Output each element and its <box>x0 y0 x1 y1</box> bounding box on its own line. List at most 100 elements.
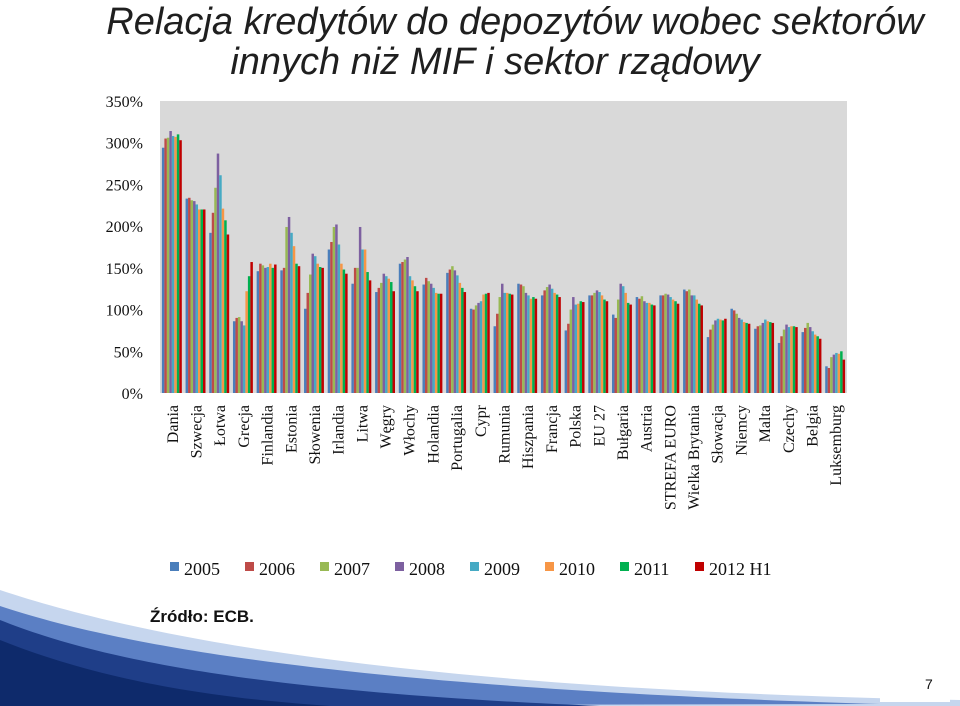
bar <box>250 262 253 393</box>
bar <box>224 220 227 393</box>
legend-swatch <box>170 562 179 571</box>
bar <box>683 289 686 393</box>
bar <box>461 287 464 393</box>
bar <box>624 292 627 393</box>
bar <box>477 302 480 393</box>
bar <box>690 295 694 393</box>
bar <box>740 319 743 393</box>
bar <box>669 297 672 393</box>
bar <box>498 297 502 393</box>
bar <box>434 292 438 393</box>
page-number: 7 <box>925 676 933 692</box>
bar <box>695 299 698 393</box>
bar <box>806 322 809 393</box>
bar <box>574 304 578 393</box>
bar <box>754 328 757 393</box>
legend-label: 2010 <box>559 559 595 579</box>
bar <box>517 283 520 393</box>
bar <box>835 352 838 393</box>
bar <box>403 259 407 393</box>
bar <box>645 302 649 393</box>
bar <box>429 283 433 393</box>
bar <box>311 253 314 393</box>
bar <box>808 327 812 393</box>
y-tick-label: 350% <box>106 94 143 111</box>
legend-label: 2006 <box>259 559 295 579</box>
bar <box>261 265 265 393</box>
bar <box>190 200 194 393</box>
bar <box>661 295 665 393</box>
bar <box>816 336 819 393</box>
x-tick-label: Węgry <box>378 405 395 449</box>
bar <box>840 351 843 393</box>
bar <box>503 292 506 393</box>
bar <box>603 299 606 393</box>
bar <box>247 276 251 393</box>
bar <box>448 269 452 393</box>
bar <box>193 201 196 393</box>
bar <box>577 303 580 393</box>
bar <box>469 308 473 393</box>
bar <box>368 280 372 393</box>
legend-swatch <box>395 562 404 571</box>
decorative-swoosh <box>0 590 960 706</box>
bar <box>693 295 696 393</box>
bar <box>482 294 485 393</box>
bar <box>432 287 435 393</box>
x-tick-label: Belgia <box>804 405 821 447</box>
bar <box>453 270 457 393</box>
legend-swatch <box>320 562 329 571</box>
x-tick-label: Dania <box>165 405 182 443</box>
bar <box>280 270 283 393</box>
bar <box>688 289 691 393</box>
bar <box>427 281 430 393</box>
bar <box>747 323 751 393</box>
bar <box>787 327 791 393</box>
x-tick-label: Cypr <box>473 404 490 437</box>
bar <box>377 287 381 393</box>
bar <box>484 293 488 393</box>
bar <box>209 232 212 393</box>
bar <box>496 313 499 393</box>
bar <box>572 297 575 393</box>
bar <box>221 208 225 393</box>
bar <box>176 134 180 393</box>
legend-label: 2012 H1 <box>709 559 772 579</box>
x-tick-label: Malta <box>757 405 774 442</box>
bar <box>721 320 725 393</box>
bar <box>269 263 272 393</box>
x-tick-label: Rumunia <box>497 405 514 464</box>
bar <box>640 296 644 393</box>
bar <box>290 232 293 393</box>
bar <box>264 267 267 393</box>
x-tick-label: EU 27 <box>591 405 608 446</box>
bar <box>761 322 765 393</box>
bar <box>306 292 310 393</box>
bar <box>287 216 291 393</box>
legend-label: 2007 <box>334 559 370 579</box>
bar <box>259 263 262 393</box>
bar <box>830 357 833 393</box>
y-tick-label: 200% <box>106 219 143 236</box>
bar <box>543 290 546 393</box>
bar <box>832 354 836 393</box>
bar <box>801 332 805 393</box>
bar <box>674 301 677 393</box>
bar <box>598 292 601 393</box>
bar <box>508 293 511 393</box>
bar <box>714 320 717 393</box>
bar <box>479 301 483 393</box>
bar <box>387 278 391 393</box>
bar <box>564 330 568 393</box>
bar <box>671 299 675 393</box>
bar <box>169 131 172 393</box>
bar <box>456 275 459 393</box>
bar <box>730 308 733 393</box>
bar <box>266 267 270 393</box>
x-tick-label: STREFA EURO <box>662 405 679 510</box>
bar <box>837 353 841 393</box>
bar <box>742 322 746 393</box>
y-tick-label: 50% <box>114 344 143 361</box>
x-tick-label: Wielka Brytania <box>686 405 703 510</box>
x-tick-label: Niemcy <box>733 405 750 456</box>
